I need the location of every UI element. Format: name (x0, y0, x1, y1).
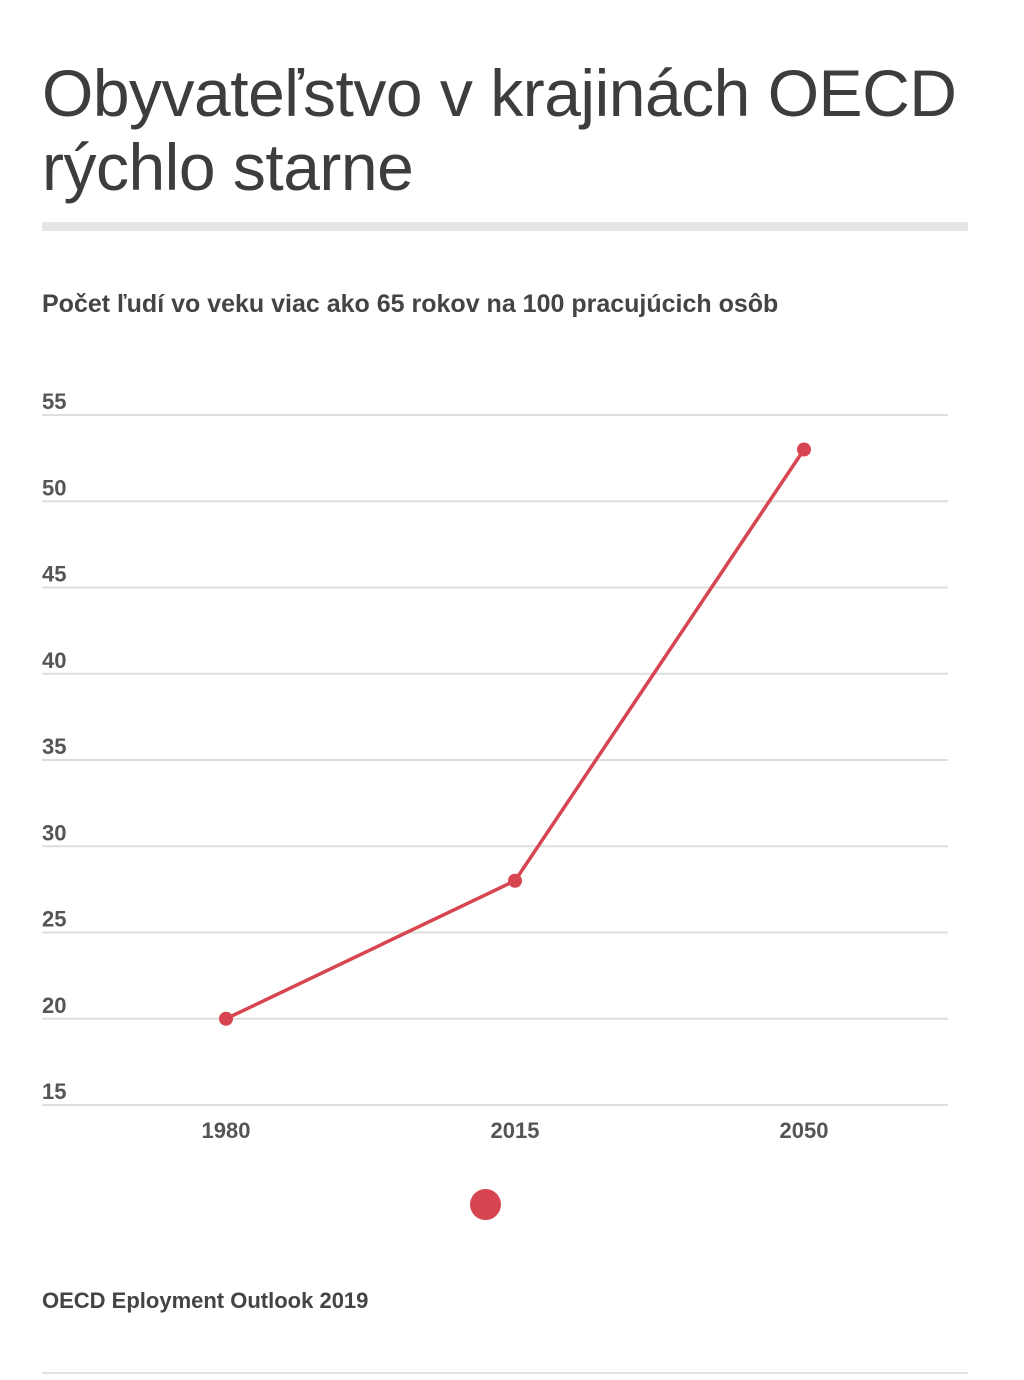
legend-marker (470, 1189, 501, 1220)
y-tick-label: 35 (42, 734, 66, 759)
y-tick-label: 30 (42, 820, 66, 845)
source-note: OECD Eployment Outlook 2019 (42, 1288, 369, 1313)
chart-subtitle: Počet ľudí vo veku viac ako 65 rokov na … (42, 290, 779, 318)
title-divider (42, 222, 968, 231)
x-tick-label: 1980 (202, 1118, 251, 1143)
bottom-divider (42, 1372, 968, 1374)
y-tick-label: 55 (42, 389, 66, 414)
data-point (508, 873, 522, 888)
y-tick-label: 15 (42, 1079, 66, 1104)
y-tick-label: 45 (42, 562, 66, 587)
data-point (797, 442, 811, 457)
chart-title: Obyvateľstvo v krajinách OECD rýchlo sta… (42, 56, 957, 204)
y-tick-label: 40 (42, 648, 66, 673)
x-tick-label: 2015 (491, 1118, 540, 1143)
y-tick-label: 25 (42, 907, 66, 932)
x-tick-label: 2050 (780, 1118, 829, 1143)
data-point (219, 1011, 233, 1026)
y-tick-label: 20 (42, 993, 66, 1018)
y-tick-label: 50 (42, 475, 66, 500)
